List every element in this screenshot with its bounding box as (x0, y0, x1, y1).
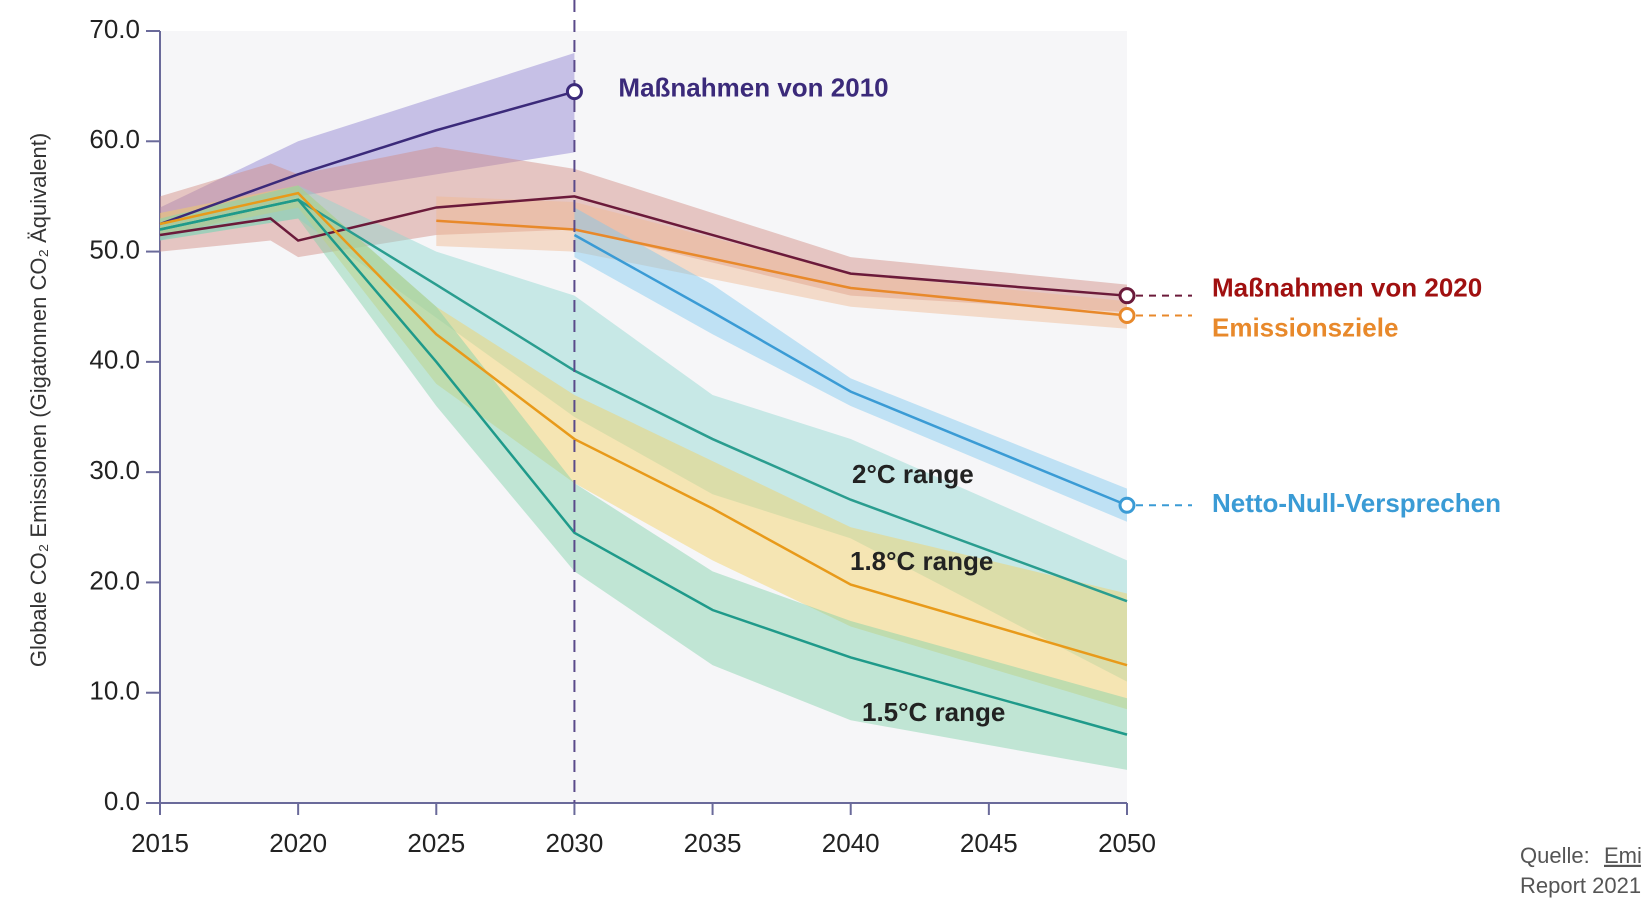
range-label: 2°C range (852, 459, 974, 489)
series-line (159, 191, 1128, 667)
end-marker (1118, 287, 1136, 305)
series-line (159, 195, 1128, 297)
x-tick-label: 2050 (1098, 828, 1156, 858)
series-label: Netto-Null-Versprechen (1212, 488, 1501, 518)
series-label: Emissionsziele (1212, 312, 1398, 342)
source-link: Emissio (1604, 843, 1641, 868)
y-tick-label: 20.0 (89, 565, 140, 595)
series-line (436, 219, 1128, 317)
range-band (160, 185, 1127, 710)
x-tick-label: 2030 (546, 828, 604, 858)
range-band (160, 185, 1127, 770)
y-tick-label: 10.0 (89, 676, 140, 706)
range-band (160, 146, 1127, 313)
end-marker (1118, 496, 1136, 514)
y-tick-label: 40.0 (89, 345, 140, 375)
source: Report 2021 (1520, 873, 1641, 898)
series-label: Maßnahmen von 2010 (618, 73, 888, 103)
y-tick-label: 30.0 (89, 455, 140, 485)
y-tick-label: 70.0 (89, 14, 140, 44)
y-tick-label: 0.0 (104, 786, 140, 816)
x-tick-label: 2040 (822, 828, 880, 858)
range-band (160, 185, 1127, 682)
end-marker (565, 83, 583, 101)
plot-background (160, 31, 1127, 803)
x-tick-label: 2015 (131, 828, 189, 858)
x-tick-label: 2025 (407, 828, 465, 858)
y-tick-label: 50.0 (89, 234, 140, 264)
range-label: 1.5°C range (862, 697, 1005, 727)
x-tick-label: 2035 (684, 828, 742, 858)
series-line (159, 90, 575, 226)
x-tick-label: 2020 (269, 828, 327, 858)
range-band (436, 196, 1127, 329)
series-line (573, 233, 1128, 507)
end-marker (1118, 307, 1136, 325)
series-label: Maßnahmen von 2020 (1212, 273, 1482, 303)
y-axis-label: Globale CO₂ Emissionen (Gigatonnen CO₂ Ä… (26, 133, 51, 667)
y-tick-label: 60.0 (89, 124, 140, 154)
range-band (160, 53, 575, 241)
range-label: 1.8°C range (850, 546, 993, 576)
range-band (574, 207, 1127, 522)
x-tick-label: 2045 (960, 828, 1018, 858)
source: Quelle: (1520, 843, 1590, 868)
series-line (159, 198, 1128, 736)
